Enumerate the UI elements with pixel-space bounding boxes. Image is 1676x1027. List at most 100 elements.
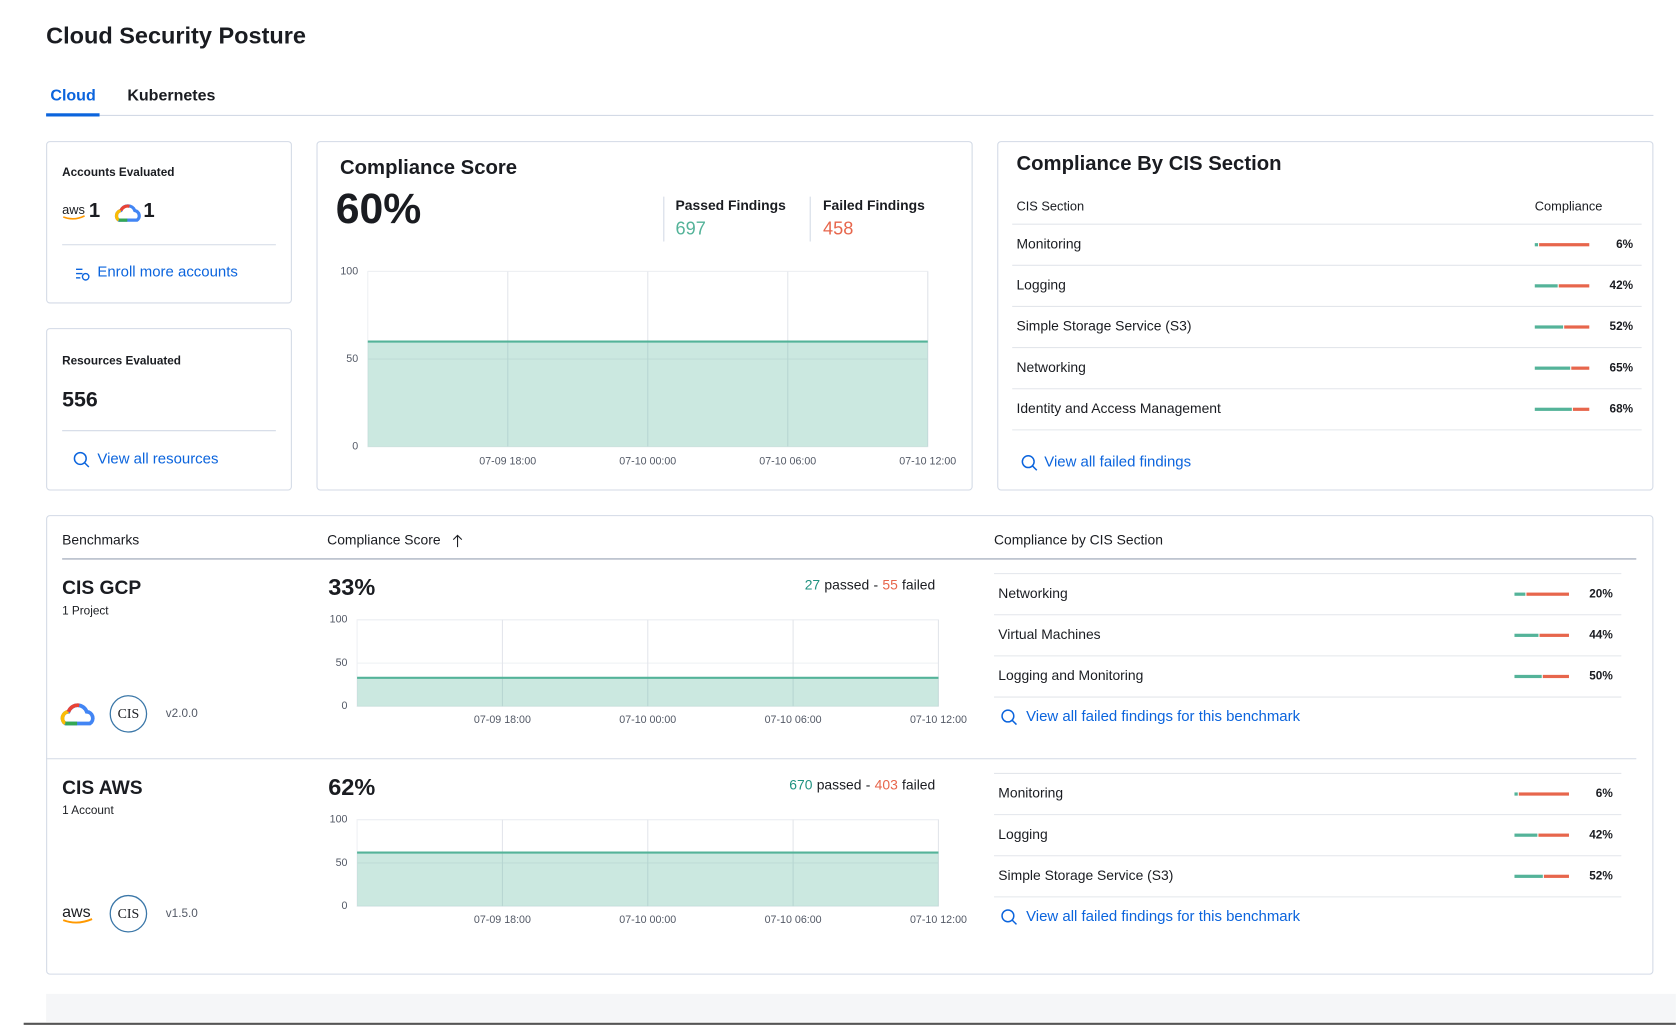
tab-cloud[interactable]: Cloud [50, 86, 95, 104]
x-tick-label: 07-09 18:00 [479, 455, 536, 467]
search-icon [73, 451, 87, 466]
compliance-label: 20% [1589, 587, 1613, 600]
search-icon [1001, 709, 1015, 723]
compliance-passed [1514, 792, 1518, 796]
aws-logo: aws [62, 202, 85, 217]
benchmark-name: CIS AWS [62, 778, 143, 799]
search-icon [84, 462, 90, 468]
x-tick-label: 07-10 12:00 [899, 455, 956, 467]
y-tick-label: 50 [336, 657, 348, 669]
section-name: Virtual Machines [998, 626, 1100, 642]
benchmark-link[interactable]: View all failed findings for this benchm… [1026, 908, 1301, 925]
tab-underline [46, 113, 100, 117]
findings-part: passed [824, 576, 869, 592]
aws-logo: aws [62, 903, 90, 921]
compliance-label: 42% [1589, 828, 1613, 841]
compliance-label: 6% [1596, 787, 1614, 800]
version: v2.0.0 [166, 707, 198, 720]
x-tick-label: 07-10 06:00 [759, 455, 816, 467]
passed-count: 697 [676, 219, 706, 239]
version: v1.5.0 [166, 907, 198, 920]
compliance-failed [1526, 592, 1569, 596]
y-tick-label: 100 [340, 265, 358, 277]
findings-summary: 670 passed -403 failed [789, 776, 935, 792]
gcp-count: 1 [143, 200, 154, 222]
stat-title: Passed Findings [676, 197, 787, 213]
compliance-failed [1542, 674, 1569, 679]
accounts-card [46, 141, 292, 304]
benchmark-subtitle: 1 Project [62, 604, 109, 617]
column-header[interactable]: Compliance Score [327, 531, 441, 547]
gcp-icon [114, 204, 141, 222]
x-tick-label: 07-10 00:00 [619, 714, 676, 726]
cis-logo-ring [109, 894, 148, 933]
section-name: Simple Storage Service (S3) [1016, 318, 1191, 334]
score: 60% [336, 185, 422, 233]
compliance-label: 68% [1610, 402, 1634, 415]
benchmark-score: 62% [328, 774, 375, 800]
y-tick-label: 50 [336, 857, 348, 869]
findings-part: - [873, 576, 878, 592]
compliance-failed [1518, 792, 1569, 796]
failed-findings-link[interactable]: View all failed findings [1044, 454, 1191, 471]
section-name: Logging [998, 826, 1047, 842]
compliance-passed [1514, 633, 1539, 637]
column-header: Compliance by CIS Section [994, 531, 1163, 547]
gcp-icon [60, 709, 69, 726]
compliance-label: 6% [1616, 238, 1634, 251]
resources-card [46, 328, 292, 491]
sort-arrow [452, 534, 463, 548]
cis-card [997, 141, 1654, 491]
findings-summary: 27 passed -55 failed [805, 576, 936, 592]
search-icon [1031, 465, 1038, 471]
section-name: Identity and Access Management [1016, 400, 1221, 416]
section-name: Monitoring [998, 785, 1063, 801]
findings-part: 55 [882, 576, 898, 592]
section-name: Simple Storage Service (S3) [998, 867, 1173, 883]
section-name: Networking [998, 585, 1067, 601]
x-tick-label: 07-10 12:00 [910, 714, 967, 726]
tab-kubernetes[interactable]: Kubernetes [127, 86, 215, 104]
score-card [316, 141, 973, 491]
compliance-passed [1514, 833, 1538, 837]
card-title: Resources Evaluated [62, 354, 181, 367]
resources-count: 556 [62, 387, 98, 411]
compliance-label: 52% [1610, 320, 1634, 333]
compliance-failed [1571, 366, 1590, 370]
compliance-label: 52% [1589, 869, 1613, 882]
compliance-failed [1572, 407, 1590, 411]
x-tick-label: 07-10 06:00 [765, 714, 822, 726]
page-title: Cloud Security Posture [46, 23, 306, 49]
area [357, 852, 939, 907]
findings-part: passed [817, 776, 862, 792]
compliance-passed [1534, 407, 1572, 411]
resources-link[interactable]: View all resources [97, 450, 218, 467]
column-header: Benchmarks [62, 531, 139, 547]
card-title: Accounts Evaluated [62, 166, 174, 179]
compliance-label: 50% [1589, 670, 1613, 683]
findings-part: 27 [805, 576, 821, 592]
compliance-passed [1514, 874, 1543, 878]
compliance-failed [1558, 284, 1590, 288]
compliance-failed [1539, 243, 1590, 247]
enroll-icon [76, 268, 90, 281]
compliance-failed [1543, 874, 1569, 878]
findings-part: 403 [875, 776, 898, 792]
y-tick-label: 0 [342, 900, 348, 912]
compliance-passed [1534, 284, 1558, 288]
compliance-failed [1539, 633, 1569, 637]
search-icon [1001, 909, 1015, 923]
gcp-icon [66, 703, 80, 713]
compliance-label: 65% [1610, 361, 1634, 374]
search-icon [1021, 455, 1035, 469]
y-tick-label: 100 [330, 614, 348, 626]
benchmark-score: 33% [328, 574, 375, 600]
enroll-link[interactable]: Enroll more accounts [97, 263, 237, 280]
x-tick-label: 07-10 12:00 [910, 914, 967, 926]
compliance-failed [1564, 325, 1590, 329]
y-tick-label: 100 [330, 814, 348, 826]
failed-count: 458 [823, 219, 853, 239]
y-tick-label: 50 [346, 353, 358, 365]
benchmark-link[interactable]: View all failed findings for this benchm… [1026, 708, 1301, 725]
aws-smile [62, 215, 85, 220]
